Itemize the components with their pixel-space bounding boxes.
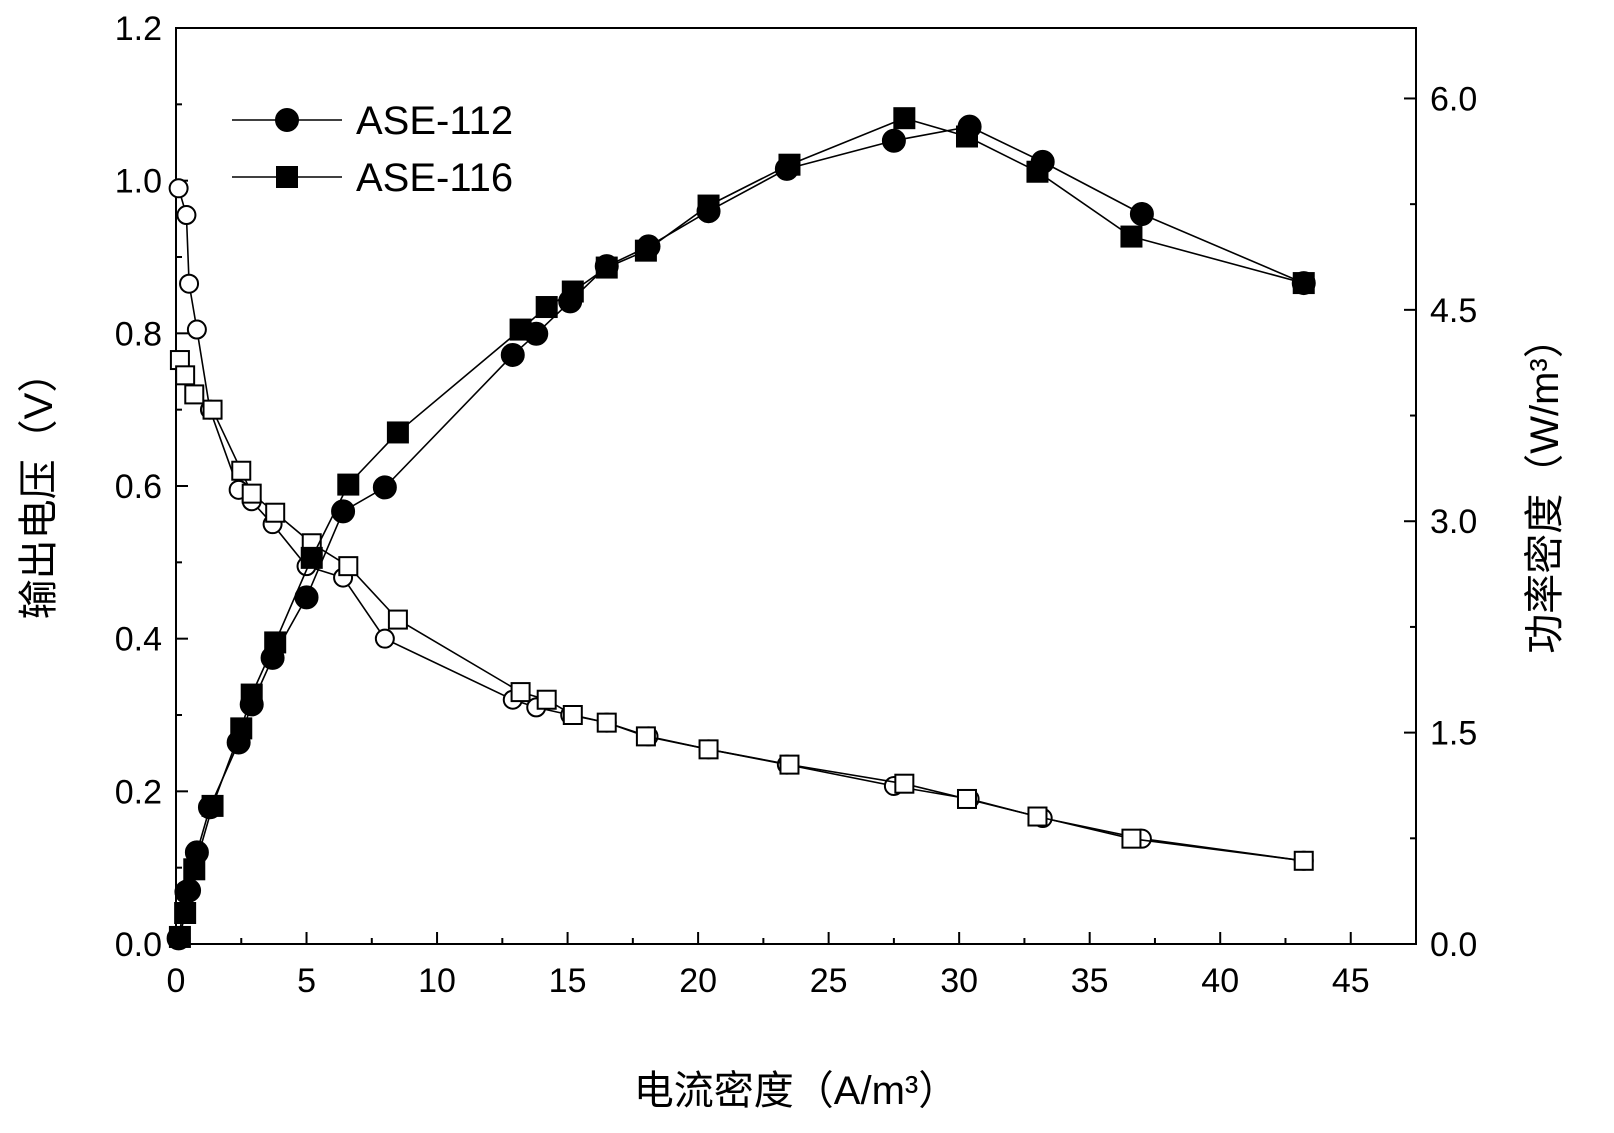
y-left-tick-label: 1.0 — [115, 163, 162, 201]
data-point — [387, 609, 408, 630]
data-point — [265, 502, 286, 523]
data-point — [595, 256, 618, 279]
data-point — [386, 421, 409, 444]
y-right-tick-label: 6.0 — [1430, 80, 1477, 118]
data-point — [779, 754, 800, 775]
series-layer — [166, 107, 1316, 951]
data-point — [596, 712, 617, 733]
series-line — [177, 125, 1305, 939]
x-tick-label: 5 — [297, 962, 316, 1000]
data-point — [176, 205, 197, 226]
data-point — [634, 239, 657, 262]
x-tick-label: 10 — [418, 962, 456, 1000]
data-point — [179, 273, 200, 294]
x-axis: 0 5 10 15 20 25 30 35 40 45 — [167, 932, 1417, 1000]
data-point — [1027, 806, 1048, 827]
x-tick-label: 20 — [679, 962, 717, 1000]
data-point — [184, 384, 205, 405]
y-axis-left-title: 输出电压（V） — [17, 353, 61, 620]
data-point — [201, 794, 224, 817]
y-left-tick-label: 0.6 — [115, 468, 162, 506]
data-point — [168, 178, 189, 199]
data-point — [230, 717, 253, 740]
data-point — [231, 460, 252, 481]
data-point — [374, 628, 395, 649]
x-axis-title: 电流密度（A/m³） — [634, 1069, 958, 1113]
data-point — [241, 483, 262, 504]
x-tick-label: 30 — [940, 962, 978, 1000]
data-point — [168, 925, 191, 948]
data-point — [562, 705, 583, 725]
data-point — [186, 319, 207, 340]
data-point — [535, 296, 558, 319]
data-point — [372, 475, 397, 500]
data-point — [1293, 850, 1314, 871]
y-left-tick-label: 1.2 — [115, 10, 162, 48]
data-point — [536, 689, 557, 710]
y-left-tick-label: 0.4 — [115, 621, 162, 659]
series-ase-116-voltage — [169, 350, 1314, 871]
legend-label: ASE-112 — [356, 99, 513, 143]
data-point — [338, 556, 359, 577]
series-ase-116-power — [168, 107, 1315, 948]
data-point — [240, 683, 263, 706]
series-line — [179, 117, 1304, 938]
data-point — [1120, 225, 1143, 248]
data-point — [1292, 272, 1315, 295]
x-tick-label: 35 — [1071, 962, 1109, 1000]
legend-marker — [276, 166, 298, 188]
data-point — [698, 739, 719, 760]
data-point — [1129, 202, 1154, 227]
y-right-tick-label: 1.5 — [1430, 715, 1477, 753]
data-point — [1121, 828, 1142, 849]
y-right-tick-label: 3.0 — [1430, 503, 1477, 541]
y-left-tick-label: 0.8 — [115, 315, 162, 353]
x-tick-label: 40 — [1201, 962, 1239, 1000]
data-point — [174, 901, 197, 924]
data-point — [881, 128, 906, 153]
data-point — [509, 318, 532, 341]
y-axis-left: 0.0 0.2 0.4 0.6 0.8 1.0 1.2 — [115, 10, 188, 964]
data-point — [561, 280, 584, 303]
y-axis-right: 0.0 1.5 3.0 4.5 6.0 — [1404, 80, 1477, 964]
data-point — [635, 726, 656, 747]
data-point — [894, 773, 915, 794]
data-point — [778, 153, 801, 176]
x-tick-label: 25 — [810, 962, 848, 1000]
data-point — [183, 858, 206, 881]
y-axis-right-title: 功率密度（W/m³） — [1523, 318, 1567, 654]
data-point — [893, 107, 916, 130]
data-point — [202, 399, 223, 420]
data-point — [500, 342, 525, 367]
legend-marker — [275, 108, 299, 132]
data-point — [956, 788, 977, 809]
y-right-tick-label: 0.0 — [1430, 926, 1477, 964]
y-left-tick-label: 0.0 — [115, 926, 162, 964]
x-tick-label: 45 — [1332, 962, 1370, 1000]
data-point — [1026, 160, 1049, 183]
series-ase-112-voltage — [168, 178, 1314, 871]
data-point — [337, 473, 360, 496]
series-ase-112-power — [166, 114, 1316, 951]
data-point — [697, 194, 720, 217]
data-point — [175, 365, 196, 386]
data-point — [264, 631, 287, 654]
legend: ASE-112 ASE-116 — [232, 99, 513, 200]
x-tick-label: 0 — [167, 962, 186, 1000]
x-tick-label: 15 — [549, 962, 587, 1000]
series-line — [177, 188, 1304, 862]
data-point — [510, 682, 531, 703]
legend-label: ASE-116 — [356, 156, 513, 200]
data-point — [955, 125, 978, 148]
series-line — [179, 359, 1304, 862]
y-right-tick-label: 4.5 — [1430, 292, 1477, 330]
y-left-tick-label: 0.2 — [115, 773, 162, 811]
data-point — [300, 546, 323, 569]
